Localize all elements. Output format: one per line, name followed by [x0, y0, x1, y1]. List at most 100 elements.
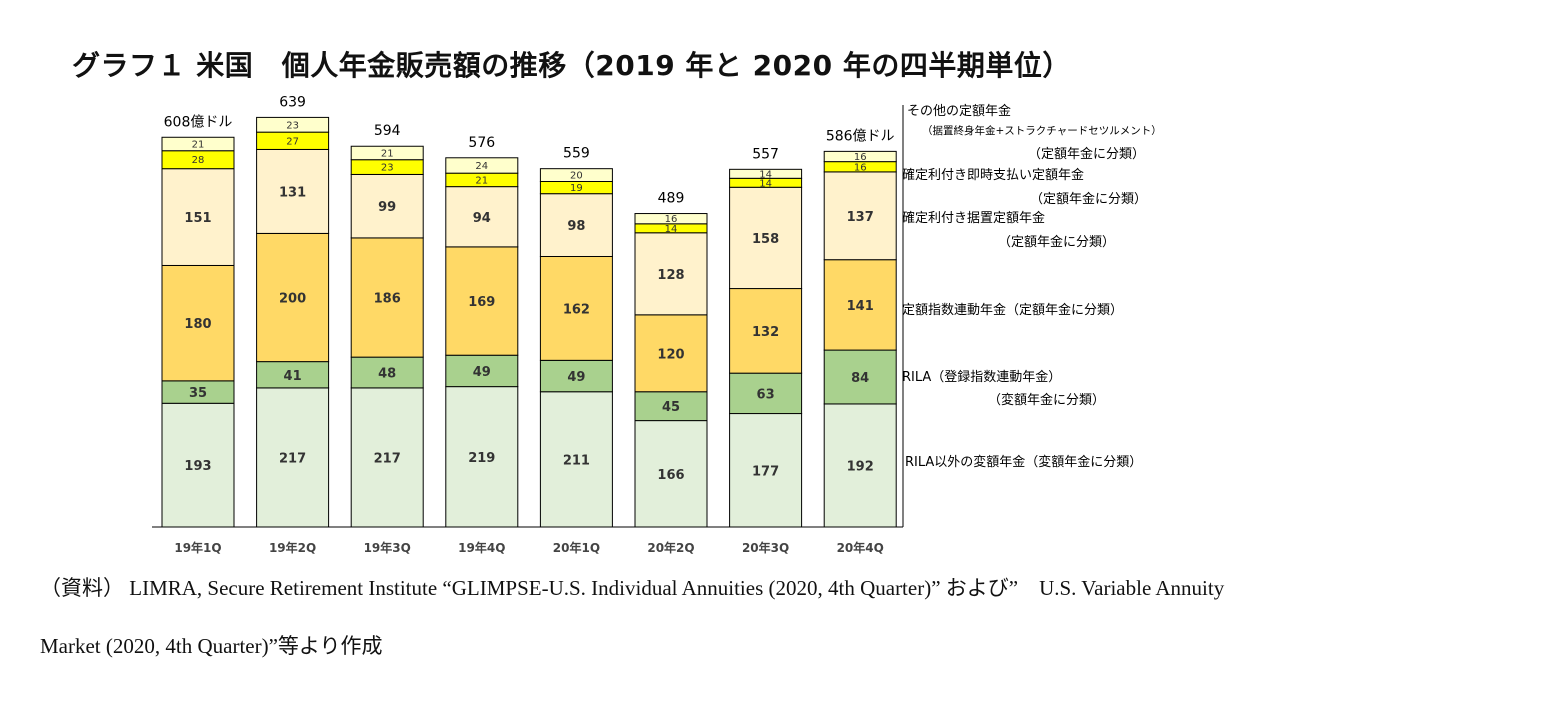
bar-segment: [161, 264, 235, 382]
segment-value-label: 217: [374, 451, 401, 466]
x-tick-label: 20年3Q: [742, 540, 789, 555]
bar-segment: [539, 193, 613, 257]
segment-value-label: 23: [286, 120, 299, 131]
segment-value-label: 98: [567, 219, 585, 234]
bar-segment: [729, 413, 803, 528]
segment-value-label: 14: [759, 169, 772, 180]
bar-segment: [161, 402, 235, 528]
legend-label: （定額年金に分類）: [1030, 191, 1147, 207]
segment-value-label: 166: [657, 468, 684, 483]
x-tick-label: 19年4Q: [458, 540, 505, 555]
legend-label: （据置終身年金+ストラクチャードセツルメント）: [922, 124, 1162, 137]
segment-value-label: 162: [563, 302, 590, 317]
bar-segment: [256, 232, 330, 363]
segment-value-label: 219: [468, 451, 495, 466]
x-tick-label: 19年1Q: [174, 540, 221, 555]
bar-segment: [729, 288, 803, 374]
segment-value-label: 21: [192, 140, 205, 151]
bar-segment: [350, 237, 424, 358]
bar-segment: [445, 157, 519, 174]
segment-value-label: 16: [854, 152, 867, 163]
segment-value-label: 16: [854, 162, 867, 173]
segment-value-label: 24: [475, 161, 488, 172]
segment-value-label: 19: [570, 183, 583, 194]
bar-segment: [445, 186, 519, 248]
chart-title: グラフ１ 米国 個人年金販売額の推移（2019 年と 2020 年の四半期単位）: [72, 49, 1071, 82]
x-tick-label: 19年2Q: [269, 540, 316, 555]
total-label: 639: [279, 94, 306, 110]
bar-segment: [634, 314, 708, 393]
bar-segment: [823, 171, 897, 261]
segment-value-label: 28: [192, 155, 205, 166]
segment-value-label: 141: [847, 299, 874, 314]
segment-value-label: 177: [752, 464, 779, 479]
segment-value-label: 128: [657, 268, 684, 283]
bar-segment: [729, 372, 803, 415]
total-label: 576: [468, 135, 495, 151]
segment-value-label: 169: [468, 295, 495, 310]
legend-label: RILA（登録指数連動年金）: [902, 369, 1061, 385]
segment-value-label: 137: [847, 210, 874, 225]
segment-value-label: 23: [381, 163, 394, 174]
segment-value-label: 20: [570, 171, 583, 182]
total-label: 594: [374, 123, 401, 139]
x-tick-label: 19年3Q: [364, 540, 411, 555]
segment-value-label: 16: [665, 214, 678, 225]
segment-value-label: 14: [759, 178, 772, 189]
bar-segment: [539, 168, 613, 183]
legend-label: その他の定額年金: [907, 103, 1011, 119]
bar-segment: [256, 387, 330, 528]
bar-segment: [539, 359, 613, 393]
segment-value-label: 180: [184, 317, 211, 332]
bar-segment: [634, 391, 708, 422]
bar-segment: [256, 148, 330, 234]
legend-label: 確定利付き即時支払い定額年金: [902, 167, 1084, 183]
bar-segment: [161, 168, 235, 266]
bar-segment: [445, 354, 519, 388]
bar-segment: [634, 232, 708, 316]
segment-value-label: 211: [563, 453, 590, 468]
total-label: 586億ドル: [826, 128, 895, 144]
source-note-line-1: （資料） LIMRA, Secure Retirement Institute …: [40, 576, 1225, 600]
bar-segment: [350, 387, 424, 528]
source-note-line-2: Market (2020, 4th Quarter)”等より作成: [40, 634, 383, 658]
bar-segment: [823, 403, 897, 528]
segment-value-label: 35: [189, 386, 207, 401]
bar-segment: [256, 116, 330, 133]
total-label: 559: [563, 146, 590, 162]
total-label: 608億ドル: [164, 114, 233, 130]
segment-value-label: 45: [662, 400, 680, 415]
total-label: 557: [752, 146, 779, 162]
segment-value-label: 94: [473, 211, 491, 226]
segment-value-label: 186: [374, 292, 401, 307]
segment-value-label: 200: [279, 292, 306, 307]
segment-value-label: 63: [757, 387, 775, 402]
segment-value-label: 49: [567, 370, 585, 385]
bar-segment: [539, 391, 613, 528]
segment-value-label: 131: [279, 185, 306, 200]
bar-segment: [634, 213, 708, 225]
bar-segment: [350, 145, 424, 161]
segment-value-label: 21: [475, 175, 488, 186]
bar-segment: [634, 420, 708, 528]
segment-value-label: 192: [847, 459, 874, 474]
segment-value-label: 21: [381, 148, 394, 159]
legend-label: 確定利付き据置定額年金: [902, 210, 1045, 226]
segment-value-label: 84: [851, 371, 869, 386]
legend-label: （変額年金に分類）: [988, 392, 1105, 408]
segment-value-label: 99: [378, 200, 396, 215]
bar-segment: [823, 349, 897, 405]
legend-label: （定額年金に分類）: [1028, 146, 1145, 162]
bar-segment: [823, 259, 897, 351]
bar-segment: [823, 150, 897, 163]
x-tick-label: 20年4Q: [837, 540, 884, 555]
bar-segment: [161, 136, 235, 152]
bar-segment: [729, 168, 803, 179]
legend-label: 定額指数連動年金（定額年金に分類）: [902, 302, 1123, 318]
legend-label: RILA以外の変額年金（変額年金に分類）: [905, 454, 1142, 470]
segment-value-label: 158: [752, 232, 779, 247]
segment-value-label: 49: [473, 365, 491, 380]
segment-value-label: 120: [657, 347, 684, 362]
segment-value-label: 193: [184, 459, 211, 474]
bar-segment: [445, 246, 519, 356]
